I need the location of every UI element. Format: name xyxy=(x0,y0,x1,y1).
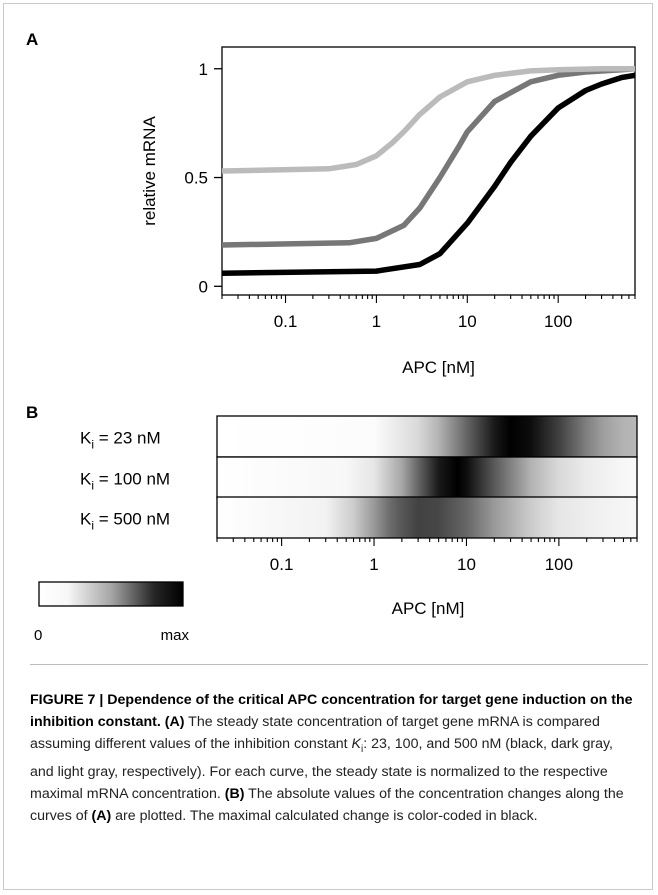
heatmap-x-tick-label: 100 xyxy=(545,555,573,574)
heatmap-x-axis-label: APC [nM] xyxy=(392,599,465,618)
x-tick-label: 100 xyxy=(544,312,572,331)
row-label-subscript: i xyxy=(91,519,94,533)
row-label-value: = 500 nM xyxy=(94,510,170,529)
caption-a-text-1: The steady state concentration of target… xyxy=(30,714,600,752)
series-line-2 xyxy=(221,66,636,248)
figure-caption: FIGURE 7 | Dependence of the critical AP… xyxy=(30,689,640,827)
colorbar-min-label: 0 xyxy=(34,627,42,644)
heatmap-row-label: Ki = 500 nM xyxy=(80,510,170,533)
row-label-subscript: i xyxy=(91,438,94,452)
row-label-symbol: K xyxy=(80,470,92,489)
caption-b-label: (B) xyxy=(224,785,245,802)
x-tick-label: 1 xyxy=(372,312,381,331)
x-tick-label: 0.1 xyxy=(274,312,298,331)
heatmap-row-2 xyxy=(216,456,638,499)
y-tick-label: 0.5 xyxy=(184,169,208,188)
heatmap-x-tick-label: 1 xyxy=(369,555,378,574)
caption-b-text-1: The absolute values of the concentration… xyxy=(30,785,624,824)
y-axis-label: relative mRNA xyxy=(140,116,159,226)
heatmap-row-3 xyxy=(216,496,638,539)
figure-plots: 00.51 0.1 1 10 100 relative mRNA APC [nM] K… xyxy=(34,46,638,644)
panel-b-letter: B xyxy=(26,403,39,422)
caption-title: FIGURE 7 | Dependence of the critical AP… xyxy=(30,692,633,730)
caption-b-text-2: are plotted. The maximal calculated chan… xyxy=(111,807,538,824)
x-tick-label: 10 xyxy=(458,312,477,331)
row-label-symbol: K xyxy=(80,510,92,529)
heatmap-row-label: Ki = 100 nM xyxy=(80,470,170,493)
y-tick-label: 1 xyxy=(199,60,208,79)
caption-a-label: (A) xyxy=(164,714,185,730)
heatmap-row-1 xyxy=(216,415,638,458)
caption-b-ref: (A) xyxy=(91,807,112,824)
row-label-value: = 100 nM xyxy=(94,470,170,489)
row-label-subscript: i xyxy=(91,479,94,493)
caption-a-text-2: : 23, 100, and 500 nM (black, dark gray,… xyxy=(30,736,613,802)
series-line-1 xyxy=(221,72,636,276)
line-chart: 0 0.5 1 0.1 1 10 100 relative mRNA APC [nM] xyxy=(140,46,636,377)
y-tick-label: 0 xyxy=(199,277,208,296)
x-axis-label: APC [nM] xyxy=(402,358,475,377)
panel-a-letter: A xyxy=(26,30,39,49)
caption-a-symbol-sub: i xyxy=(361,743,364,755)
row-label-value: = 23 nM xyxy=(94,429,161,448)
figure-frame xyxy=(3,3,653,890)
caption-a-symbol: K xyxy=(351,736,361,752)
row-label-symbol: K xyxy=(80,429,92,448)
caption-divider xyxy=(30,664,648,665)
heatmap-row-label: Ki = 23 nM xyxy=(80,429,161,452)
heatmap-x-tick-label: 0.1 xyxy=(270,555,294,574)
series-line-3 xyxy=(221,66,635,174)
heatmap-x-tick-label: 10 xyxy=(457,555,476,574)
colorbar-max-label: max xyxy=(161,627,190,644)
colorbar xyxy=(38,581,184,607)
